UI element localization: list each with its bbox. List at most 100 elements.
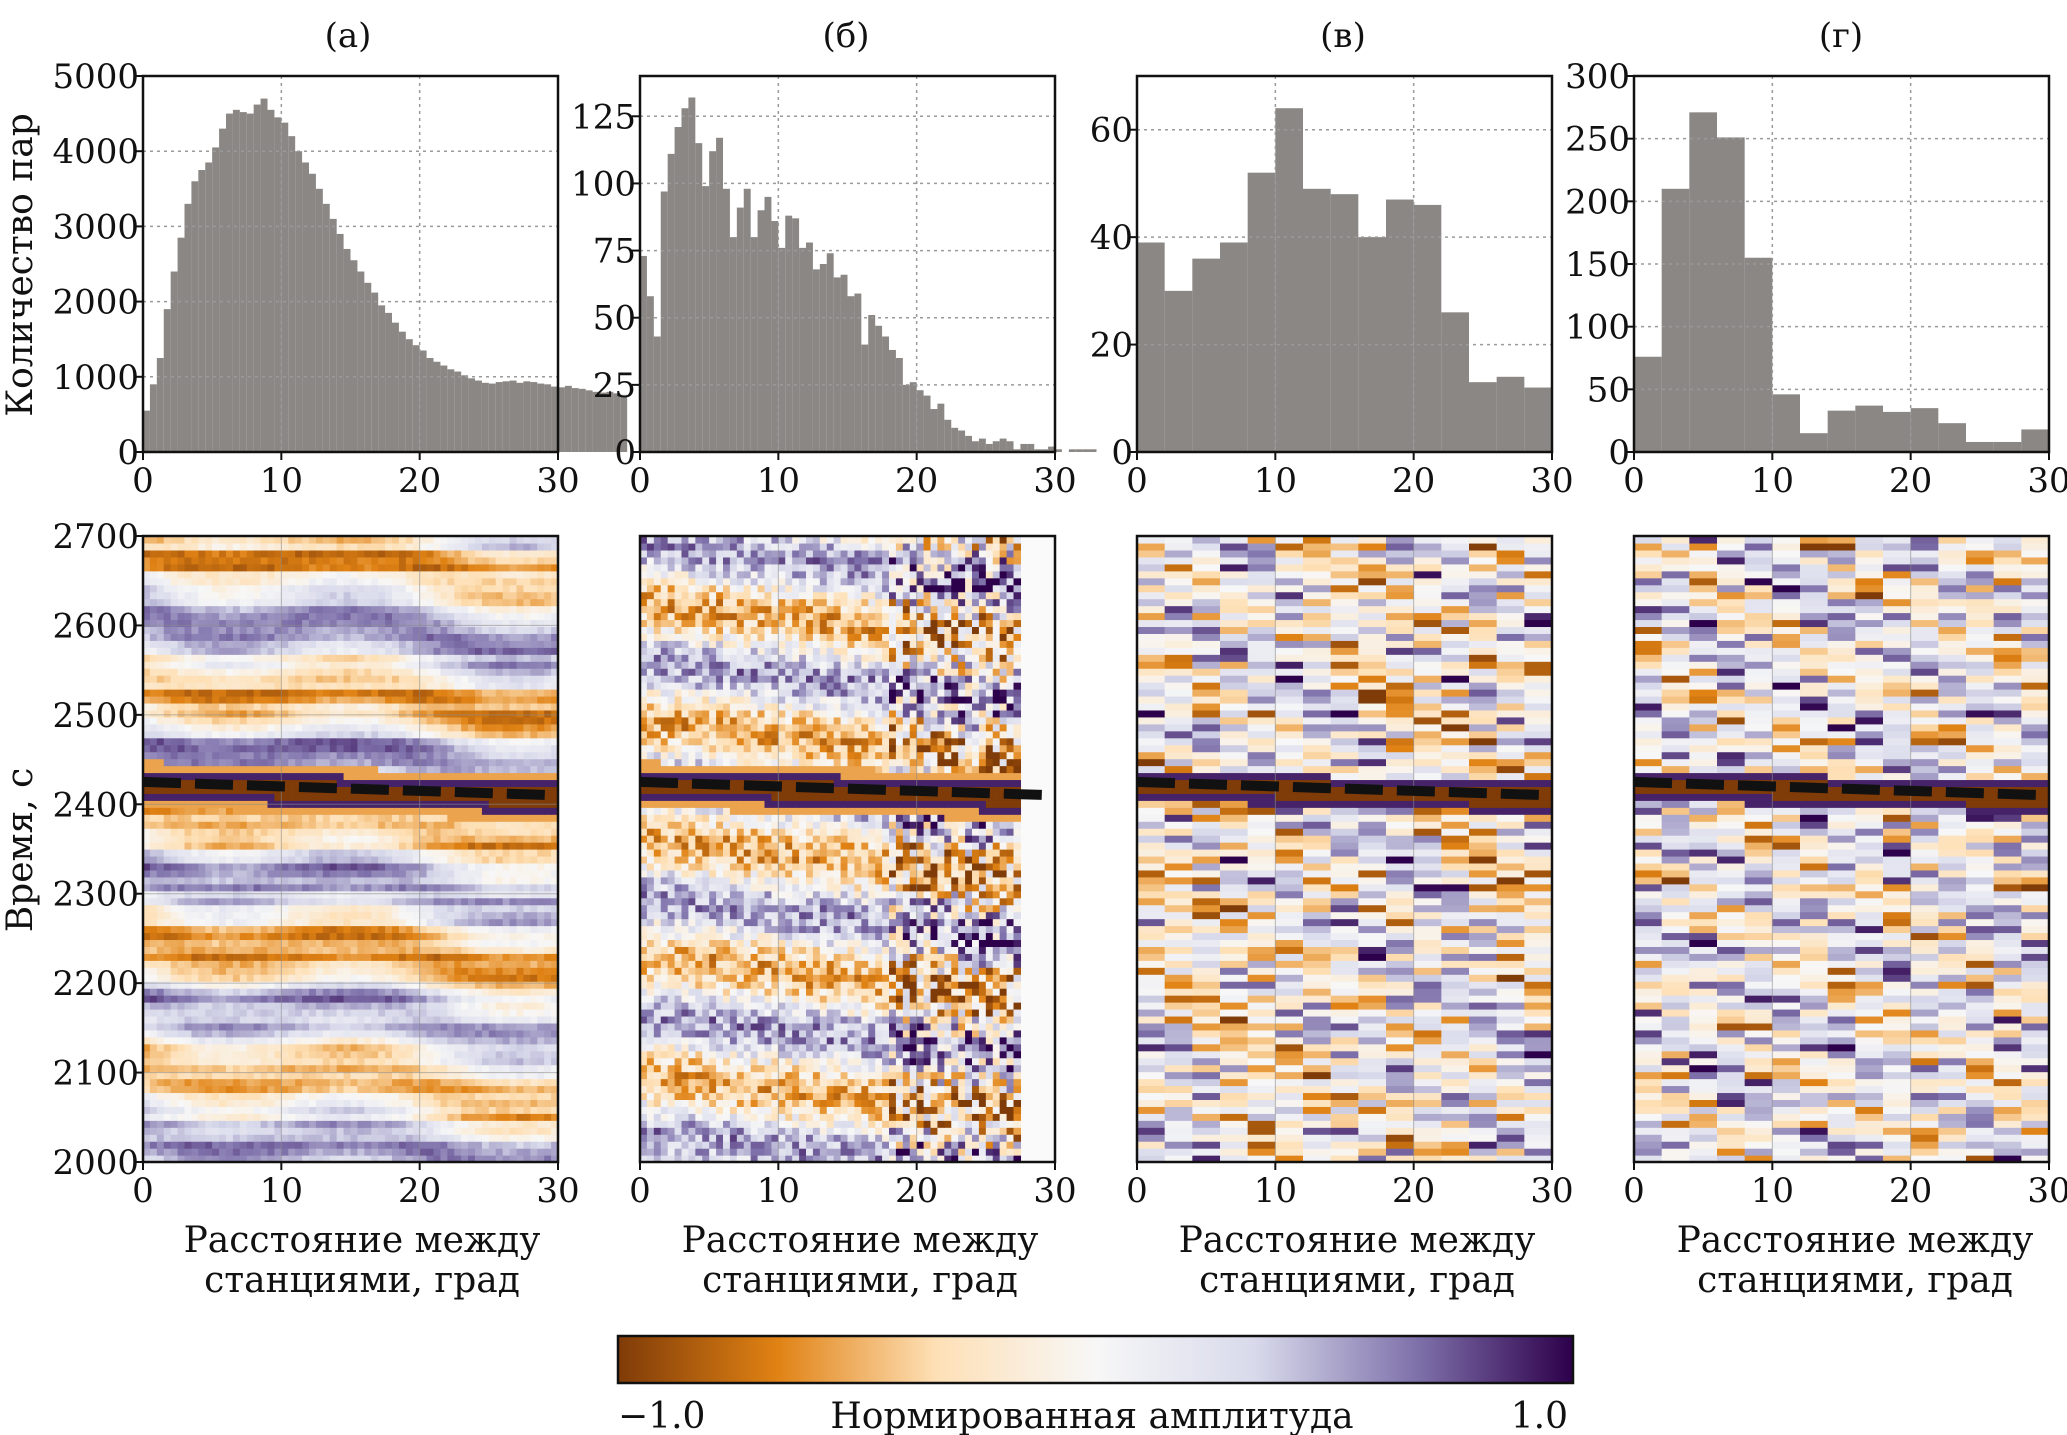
heatmap-a-cell <box>433 1043 442 1052</box>
heatmap-a-cell <box>143 751 151 760</box>
heatmap-a-cell <box>440 758 448 767</box>
heatmap-a-cell <box>495 723 504 732</box>
heatmap-a-cell <box>426 835 435 843</box>
heatmap-a-cell <box>246 1043 255 1052</box>
heatmap-a-cell <box>177 661 186 669</box>
hist-b-y-tick-label: 100 <box>571 164 636 204</box>
heatmap-a-cell <box>516 619 525 628</box>
heatmap-a-cell <box>315 647 324 655</box>
heatmap-a-cell <box>184 1008 193 1017</box>
heatmap-a-cell <box>371 897 379 906</box>
heatmap-a-cell <box>281 995 289 1003</box>
heatmap-a-cell <box>288 925 296 934</box>
heatmap-a-cell <box>405 702 414 711</box>
heatmap-a-cell <box>516 689 525 697</box>
heatmap-a-cell <box>253 925 262 934</box>
heatmap-a-cell <box>329 626 338 634</box>
heatmap-a-cell <box>398 981 407 989</box>
heatmap-a-cell <box>260 862 269 871</box>
heatmap-a-cell <box>523 744 531 753</box>
heatmap-a-cell <box>405 842 414 850</box>
heatmap-a-cell <box>198 675 206 683</box>
heatmap-a-cell <box>475 1071 483 1080</box>
heatmap-a-cell <box>419 765 428 774</box>
heatmap-a-cell <box>454 1002 462 1010</box>
heatmap-a-cell <box>288 939 296 947</box>
heatmap-a-cell <box>143 946 151 954</box>
heatmap-a-cell <box>468 828 476 836</box>
heatmap-a-cell <box>440 702 448 711</box>
heatmap-a-cell <box>156 1029 165 1038</box>
heatmap-a-cell <box>412 730 421 739</box>
heatmap-a-cell <box>177 911 186 920</box>
heatmap-a-cell <box>274 849 282 857</box>
heatmap-a-cell <box>302 723 310 732</box>
heatmap-a-cell <box>309 744 317 753</box>
heatmap-a-cell <box>184 925 193 934</box>
heatmap-a-cell <box>454 633 462 641</box>
heatmap-a-cell <box>551 869 559 878</box>
heatmap-a-cell <box>537 946 545 954</box>
heatmap-a-cell <box>143 619 151 628</box>
heatmap-a-cell <box>274 1036 282 1045</box>
heatmap-a-cell <box>440 765 448 774</box>
heatmap-a-cell <box>163 967 172 975</box>
heatmap-a-cell <box>336 695 345 704</box>
heatmap-a-cell <box>523 730 531 739</box>
heatmap-a-cell <box>454 730 462 739</box>
heatmap-a-cell <box>191 981 199 989</box>
heatmap-a-cell <box>412 1127 421 1135</box>
heatmap-a-cell <box>412 807 421 815</box>
hist-a-bar <box>475 380 482 452</box>
heatmap-a-cell <box>398 974 407 982</box>
heatmap-a-cell <box>488 1085 497 1094</box>
heatmap-a-cell <box>392 988 400 996</box>
heatmap-a-cell <box>468 716 476 725</box>
hist-a-bar <box>170 271 178 452</box>
heatmap-a-cell <box>385 793 393 801</box>
heatmap-a-cell <box>143 1120 151 1128</box>
heatmap-a-cell <box>322 626 331 634</box>
heatmap-a-cell <box>392 786 400 794</box>
heatmap-a-cell <box>392 779 400 787</box>
heatmap-a-cell <box>385 1113 393 1121</box>
heatmap-a-cell <box>281 904 289 913</box>
heatmap-a-cell <box>302 647 310 655</box>
heatmap-a-cell <box>246 1141 255 1149</box>
heatmap-a-cell <box>385 619 393 628</box>
heatmap-a-cell <box>433 988 442 996</box>
heatmap-a-cell <box>143 702 151 711</box>
heatmap-a-cell <box>481 1092 490 1100</box>
heatmap-a-cell <box>385 883 393 892</box>
heatmap-a-cell <box>378 1029 386 1038</box>
heatmap-a-cell <box>364 661 372 669</box>
heatmap-a-cell <box>170 946 179 954</box>
heatmap-a-cell <box>177 814 186 822</box>
heatmap-a-cell <box>357 1050 365 1059</box>
heatmap-a-cell <box>378 744 386 753</box>
heatmap-a-cell <box>170 1085 179 1094</box>
heatmap-a-cell <box>191 1064 199 1073</box>
heatmap-a-cell <box>212 661 220 669</box>
heatmap-a-cell <box>551 744 559 753</box>
heatmap-a-cell <box>329 1141 338 1149</box>
heatmap-a-cell <box>205 890 213 899</box>
heatmap-a-cell <box>385 1050 393 1059</box>
heatmap-a-cell <box>232 967 241 975</box>
heatmap-a-cell <box>232 953 241 961</box>
heatmap-a-cell <box>143 1085 151 1094</box>
heatmap-a-cell <box>398 1050 407 1059</box>
heatmap-a-cell <box>502 876 511 885</box>
heatmap-a-cell <box>232 911 241 920</box>
heatmap-a-cell <box>357 723 365 732</box>
heatmap-a-cell <box>419 633 428 641</box>
heatmap-a-cell <box>149 689 158 697</box>
heatmap-a-cell <box>419 675 428 683</box>
heatmap-a-cell <box>509 911 518 920</box>
heatmap-a-cell <box>523 619 531 628</box>
heatmap-a-cell <box>530 1120 538 1128</box>
heatmap-a-cell <box>205 814 213 822</box>
heatmap-a-cell <box>509 814 518 822</box>
heatmap-a-cell <box>523 647 531 655</box>
heatmap-a-cell <box>170 702 179 711</box>
